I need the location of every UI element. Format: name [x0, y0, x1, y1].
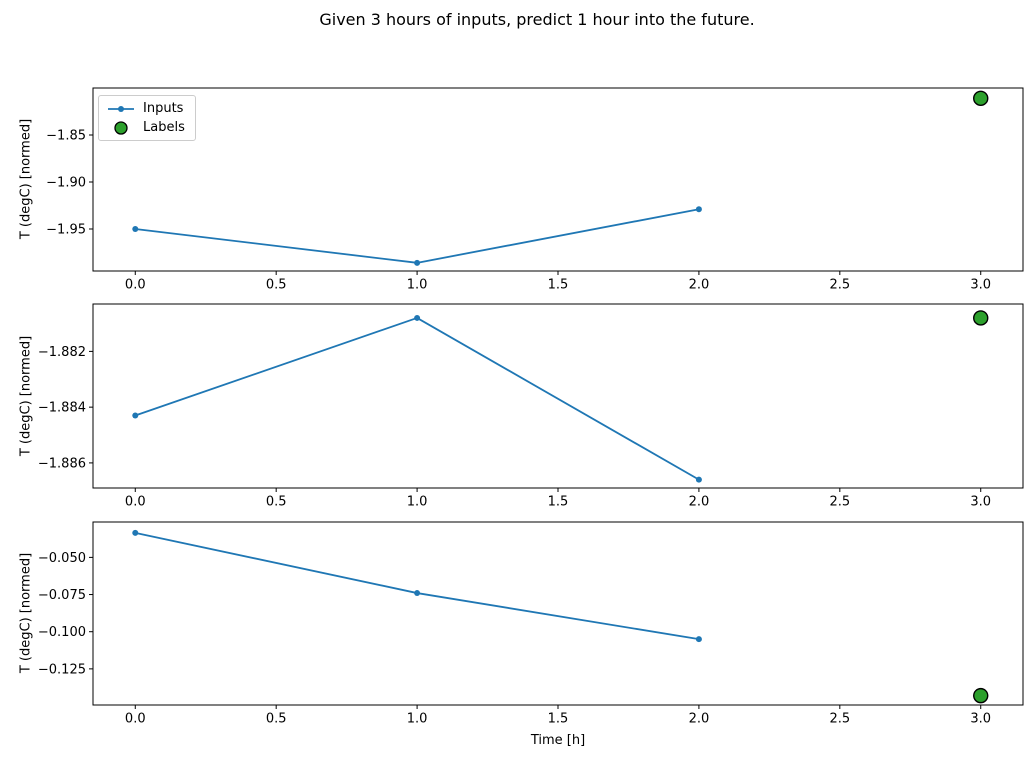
inputs-marker	[132, 412, 139, 419]
inputs-marker	[414, 590, 421, 597]
x-tick-label: 1.5	[548, 278, 569, 293]
x-tick-label: 3.0	[970, 495, 991, 510]
labels-marker	[973, 687, 989, 704]
x-tick-label: 2.5	[829, 712, 850, 727]
figure-title: Given 3 hours of inputs, predict 1 hour …	[319, 10, 755, 29]
x-tick-label: 0.5	[266, 495, 287, 510]
labels-circle-icon	[114, 120, 128, 135]
inputs-marker	[132, 529, 139, 536]
y-axis-label-subplot2: T (degC) [normed]	[18, 335, 34, 457]
x-tick-label: 2.5	[829, 495, 850, 510]
y-axis-label-subplot1: T (degC) [normed]	[18, 118, 34, 240]
x-tick-label: 0.0	[125, 712, 146, 727]
legend: Inputs Labels	[98, 95, 196, 141]
x-tick-label: 1.5	[548, 712, 569, 727]
legend-item-labels: Labels	[106, 119, 185, 136]
x-tick-label: 1.5	[548, 495, 569, 510]
y-tick-label: −0.125	[38, 662, 86, 677]
inputs-line	[135, 531, 700, 641]
legend-label-labels: Labels	[143, 120, 185, 135]
x-tick-label: 2.0	[689, 712, 710, 727]
x-tick-label: 3.0	[970, 278, 991, 293]
labels-marker	[973, 90, 989, 107]
axes-frame	[92, 303, 1024, 489]
inputs-line	[135, 208, 700, 264]
labels-marker	[973, 310, 989, 326]
y-tick-label: −1.85	[46, 128, 86, 143]
legend-item-inputs: Inputs	[106, 100, 185, 117]
x-tick-label: 0.0	[125, 278, 146, 293]
y-tick-label: −1.90	[46, 175, 86, 190]
x-tick-label: 0.0	[125, 495, 146, 510]
x-tick-label: 1.0	[407, 278, 428, 293]
inputs-marker	[414, 314, 421, 321]
x-tick-label: 2.0	[689, 495, 710, 510]
x-axis-label: Time [h]	[530, 733, 586, 748]
inputs-marker	[695, 206, 702, 213]
x-tick-label: 2.5	[829, 278, 850, 293]
legend-label-inputs: Inputs	[143, 101, 184, 116]
y-tick-label: −1.95	[46, 222, 86, 237]
x-tick-label: 3.0	[970, 712, 991, 727]
axes-frame	[92, 87, 1024, 272]
y-tick-label: −1.886	[38, 456, 86, 471]
inputs-marker	[695, 636, 702, 643]
inputs-marker	[132, 225, 139, 232]
axes-frame	[92, 521, 1024, 706]
x-tick-label: 2.0	[689, 278, 710, 293]
x-tick-label: 0.5	[266, 712, 287, 727]
x-tick-label: 1.0	[407, 712, 428, 727]
y-tick-label: −0.050	[38, 551, 86, 566]
y-tick-label: −1.884	[38, 401, 86, 416]
y-tick-label: −1.882	[38, 345, 86, 360]
y-axis-label-subplot3: T (degC) [normed]	[18, 552, 34, 674]
inputs-line-icon	[108, 105, 134, 112]
inputs-marker	[414, 259, 421, 266]
y-tick-label: −0.075	[38, 588, 86, 603]
x-tick-label: 0.5	[266, 278, 287, 293]
x-tick-label: 1.0	[407, 495, 428, 510]
inputs-marker	[695, 476, 702, 483]
y-tick-label: −0.100	[38, 625, 86, 640]
inputs-line	[134, 317, 700, 481]
